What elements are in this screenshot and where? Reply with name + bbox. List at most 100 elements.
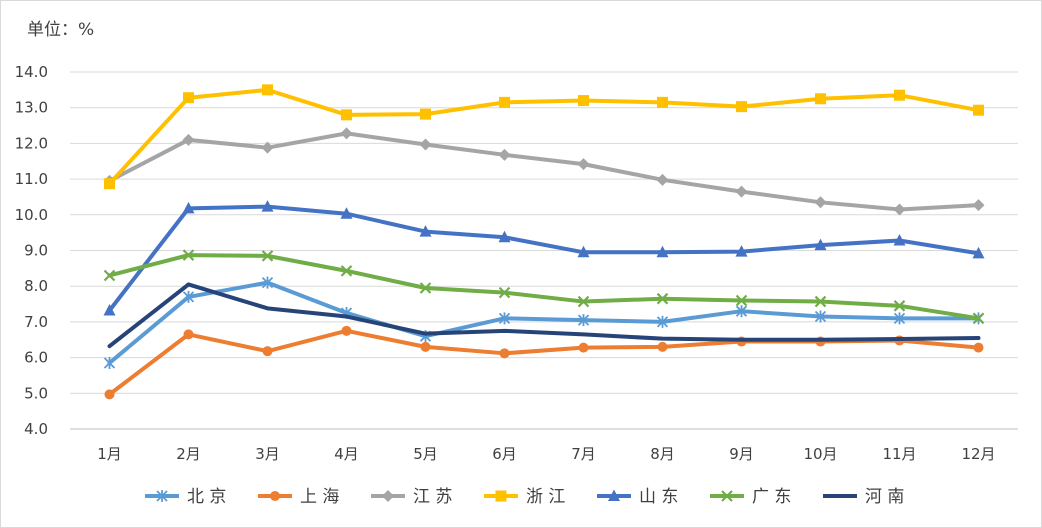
data-point bbox=[182, 249, 195, 261]
y-tick-label: 5.0 bbox=[24, 384, 48, 402]
y-tick-label: 14.0 bbox=[15, 63, 48, 81]
data-point bbox=[341, 109, 352, 121]
data-point bbox=[893, 234, 906, 246]
data-point bbox=[420, 108, 431, 120]
data-point bbox=[495, 490, 507, 502]
data-point bbox=[262, 346, 273, 357]
x-tick-label: 7月 bbox=[571, 445, 596, 463]
data-point bbox=[972, 246, 985, 259]
data-point bbox=[893, 203, 906, 216]
data-point bbox=[498, 312, 511, 325]
legend-label: 浙 江 bbox=[526, 487, 565, 507]
x-tick-label: 11月 bbox=[882, 445, 916, 463]
legend-item: 广 东 bbox=[710, 487, 791, 507]
x-tick-label: 3月 bbox=[255, 445, 280, 463]
data-point bbox=[814, 196, 827, 209]
legend: 北 京上 海江 苏浙 江山 东广 东河 南 bbox=[145, 487, 904, 507]
data-point bbox=[735, 305, 748, 318]
x-tick-label: 12月 bbox=[961, 445, 995, 463]
series-line bbox=[107, 204, 981, 313]
data-point bbox=[814, 310, 827, 323]
data-point bbox=[183, 329, 194, 340]
data-point bbox=[498, 148, 511, 161]
legend-item: 山 东 bbox=[597, 487, 678, 507]
data-point bbox=[340, 207, 353, 219]
series-lines bbox=[103, 84, 985, 400]
legend-label: 江 苏 bbox=[413, 487, 452, 507]
data-point bbox=[261, 250, 274, 262]
data-point bbox=[419, 282, 432, 294]
legend-item: 北 京 bbox=[145, 487, 226, 507]
series-line bbox=[107, 282, 981, 349]
data-point bbox=[656, 173, 669, 186]
legend-label: 山 东 bbox=[639, 487, 678, 507]
data-point bbox=[103, 356, 116, 369]
data-point bbox=[973, 104, 984, 116]
series-line bbox=[107, 87, 981, 186]
data-point bbox=[736, 101, 747, 113]
data-point bbox=[577, 314, 590, 327]
legend-item: 河 南 bbox=[823, 487, 904, 507]
y-tick-label: 7.0 bbox=[24, 313, 48, 331]
x-tick-label: 1月 bbox=[97, 445, 122, 463]
data-point bbox=[261, 276, 274, 289]
data-point bbox=[420, 341, 431, 352]
data-point bbox=[735, 245, 748, 257]
data-point bbox=[657, 96, 668, 108]
data-point bbox=[103, 303, 116, 316]
data-point bbox=[893, 300, 906, 312]
gridlines bbox=[70, 71, 1018, 430]
data-point bbox=[578, 342, 589, 353]
series-上海 bbox=[104, 325, 984, 400]
legend-label: 北 京 bbox=[187, 487, 226, 507]
series-江苏 bbox=[103, 127, 985, 216]
data-point bbox=[182, 290, 195, 303]
data-point bbox=[577, 245, 590, 258]
legend-item: 浙 江 bbox=[484, 487, 565, 507]
y-tick-label: 9.0 bbox=[24, 242, 48, 260]
data-point bbox=[972, 312, 985, 325]
legend-item: 江 苏 bbox=[371, 487, 452, 507]
series-line bbox=[107, 131, 981, 212]
y-tick-label: 6.0 bbox=[24, 349, 48, 367]
data-point bbox=[419, 225, 432, 237]
x-tick-label: 2月 bbox=[176, 445, 201, 463]
data-point bbox=[973, 342, 984, 353]
series-浙江 bbox=[104, 84, 984, 190]
y-tick-label: 8.0 bbox=[24, 277, 48, 295]
data-point bbox=[340, 265, 353, 277]
data-point bbox=[577, 295, 590, 308]
data-point bbox=[419, 138, 432, 151]
data-point bbox=[261, 200, 274, 212]
data-point bbox=[499, 96, 510, 108]
data-point bbox=[182, 201, 195, 214]
data-point bbox=[814, 295, 827, 308]
data-point bbox=[735, 294, 748, 307]
y-tick-label: 4.0 bbox=[24, 420, 48, 438]
legend-item: 上 海 bbox=[258, 487, 339, 507]
data-point bbox=[498, 230, 511, 243]
series-山东 bbox=[103, 200, 985, 316]
data-point bbox=[103, 269, 116, 282]
y-tick-label: 11.0 bbox=[15, 170, 48, 188]
x-tick-label: 10月 bbox=[803, 445, 837, 463]
data-point bbox=[735, 185, 748, 198]
data-point bbox=[815, 93, 826, 105]
data-point bbox=[972, 199, 985, 212]
x-tick-label: 5月 bbox=[413, 445, 438, 463]
data-point bbox=[814, 238, 827, 251]
x-axis-ticks: 1月 2月 3月 4月 5月 6月 7月 8月 9月 10月 11月 12月 bbox=[97, 445, 995, 463]
unit-label: 单位：% bbox=[27, 20, 95, 40]
series-广东 bbox=[103, 249, 985, 325]
data-point bbox=[183, 92, 194, 104]
x-tick-label: 4月 bbox=[334, 445, 359, 463]
y-tick-label: 12.0 bbox=[15, 134, 48, 152]
series-河南 bbox=[107, 282, 981, 349]
data-point bbox=[340, 127, 353, 140]
data-point bbox=[104, 178, 115, 190]
data-point bbox=[657, 341, 668, 352]
y-tick-label: 13.0 bbox=[15, 99, 48, 117]
data-point bbox=[656, 315, 669, 328]
y-tick-label: 10.0 bbox=[15, 206, 48, 224]
